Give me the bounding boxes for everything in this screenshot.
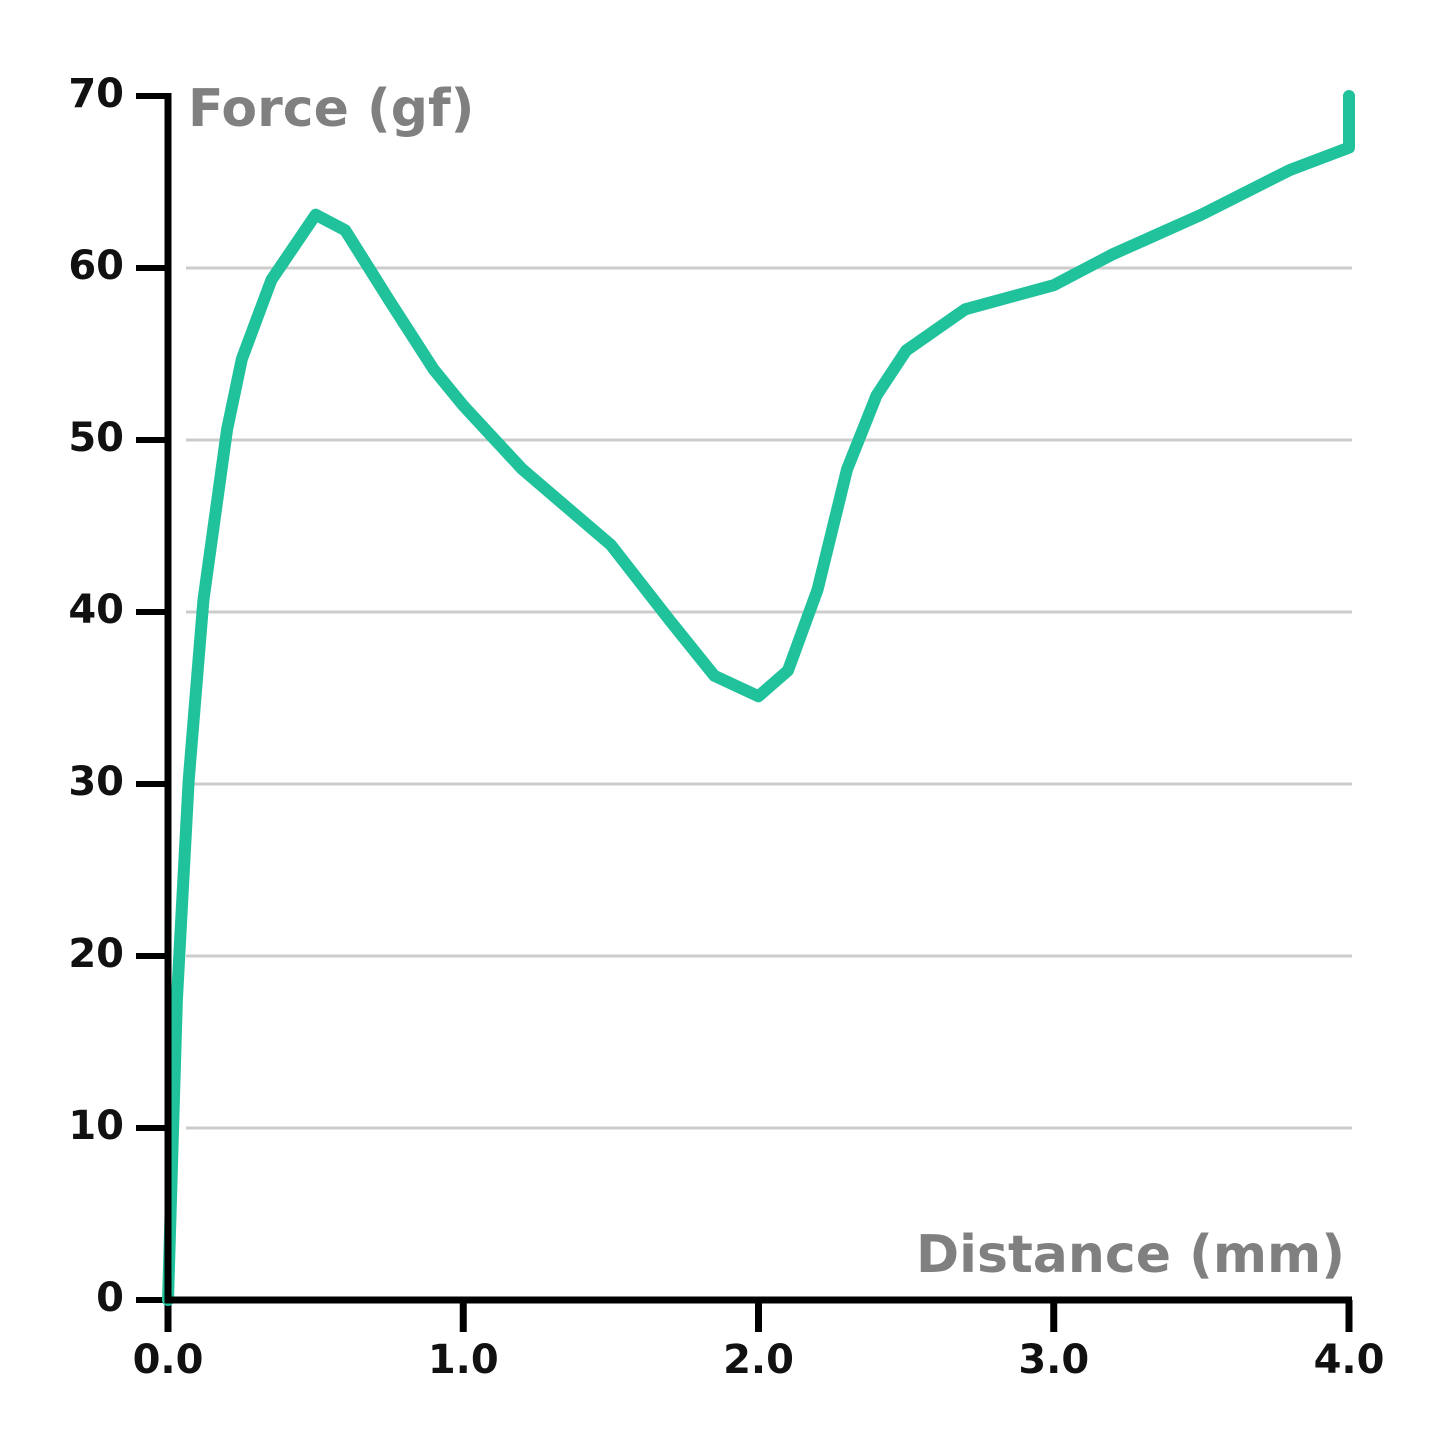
y-tick-label: 10 (68, 1103, 124, 1149)
x-tick-label: 2.0 (723, 1337, 794, 1383)
force-curve (162, 90, 1355, 1306)
y-tick-label: 50 (68, 415, 124, 461)
y-tick-label: 70 (68, 71, 124, 117)
x-tick-label: 3.0 (1018, 1337, 1089, 1383)
y-tick-label: 40 (68, 587, 124, 633)
y-axis-title: Force (gf) (188, 79, 474, 139)
y-tick-label: 30 (68, 759, 124, 805)
x-tick-label: 0.0 (133, 1337, 204, 1383)
x-tick-label: 4.0 (1314, 1337, 1385, 1383)
y-tick-label: 20 (68, 931, 124, 977)
y-tick-label: 0 (96, 1275, 124, 1321)
y-tick-label: 60 (68, 243, 124, 289)
x-axis-title: Distance (mm) (916, 1225, 1345, 1285)
x-tick-label: 1.0 (428, 1337, 499, 1383)
